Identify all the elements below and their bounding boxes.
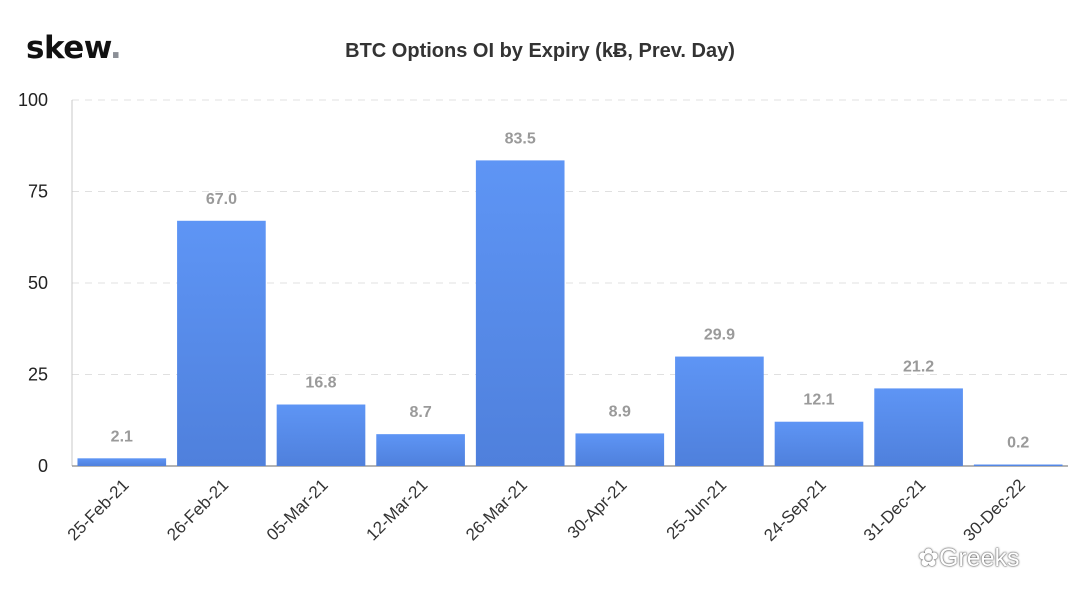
data-label: 83.5 <box>505 130 536 147</box>
data-label: 0.2 <box>1007 435 1029 452</box>
y-tick-labels: 0 25 50 75 100 <box>18 90 48 476</box>
x-tick-label: 30-Dec-22 <box>959 475 1029 545</box>
x-tick-label: 30-Apr-21 <box>564 475 631 542</box>
data-label: 21.2 <box>903 358 934 375</box>
bar <box>575 433 665 466</box>
logo-text: skew <box>26 30 110 66</box>
data-label: 67.0 <box>206 191 237 208</box>
x-tick-label: 25-Jun-21 <box>663 475 731 543</box>
data-label: 8.9 <box>609 403 631 420</box>
bars <box>77 160 1063 466</box>
chart-title: BTC Options OI by Expiry (kɃ, Prev. Day) <box>345 40 735 62</box>
y-tick-label: 75 <box>28 182 48 202</box>
data-label: 16.8 <box>305 375 336 392</box>
greeks-watermark: ✿Greeks <box>918 543 1020 573</box>
bar <box>675 356 764 466</box>
data-label: 8.7 <box>409 404 431 421</box>
skew-logo: skew. <box>26 30 122 66</box>
y-tick-label: 0 <box>38 456 48 476</box>
bar <box>774 421 864 466</box>
x-tick-label: 26-Mar-21 <box>462 475 531 544</box>
logo-dot: . <box>109 30 122 66</box>
bar <box>276 404 366 466</box>
bar <box>376 434 465 466</box>
bar <box>475 160 565 466</box>
bar <box>874 388 963 466</box>
y-tick-label: 25 <box>28 365 48 385</box>
x-tick-label: 12-Mar-21 <box>363 475 432 544</box>
y-tick-label: 50 <box>28 273 48 293</box>
bar <box>177 220 266 466</box>
gridlines <box>72 99 1068 375</box>
data-labels: 2.1 67.0 16.8 8.7 83.5 8.9 29.9 12.1 21.2 0.2 <box>111 130 1030 451</box>
x-tick-labels: 25-Feb-21 26-Feb-21 05-Mar-21 12-Mar-21 26-M… <box>64 475 1029 545</box>
x-tick-label: 05-Mar-21 <box>263 475 332 544</box>
x-tick-label: 24-Sep-21 <box>760 475 830 545</box>
data-label: 2.1 <box>111 428 133 445</box>
y-tick-label: 100 <box>18 90 48 110</box>
x-tick-label: 31-Dec-21 <box>860 475 930 545</box>
watermark-text: Greeks <box>938 544 1020 572</box>
bar <box>77 458 167 466</box>
x-tick-label: 25-Feb-21 <box>64 475 133 544</box>
bar <box>973 464 1063 466</box>
x-tick-label: 26-Feb-21 <box>163 475 232 544</box>
data-label: 12.1 <box>803 392 834 409</box>
data-label: 29.9 <box>704 327 735 344</box>
wechat-icon: ✿ <box>918 544 939 572</box>
